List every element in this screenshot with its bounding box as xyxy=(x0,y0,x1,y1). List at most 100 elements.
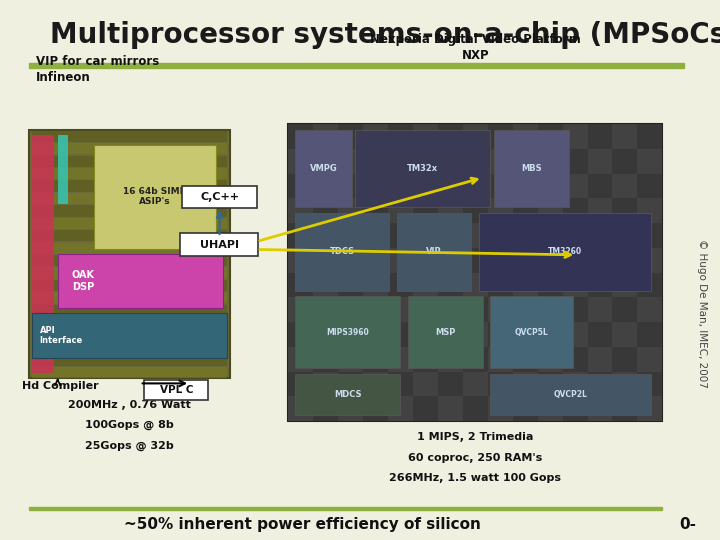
Bar xyxy=(613,124,637,149)
Bar xyxy=(637,396,662,421)
Bar xyxy=(637,248,662,273)
Text: VPL C: VPL C xyxy=(160,384,193,395)
Bar xyxy=(288,347,313,372)
Bar xyxy=(363,322,388,347)
Bar xyxy=(588,174,613,198)
FancyBboxPatch shape xyxy=(144,380,208,400)
Bar xyxy=(438,223,463,248)
Bar xyxy=(538,396,562,421)
Bar xyxy=(32,367,227,378)
Bar xyxy=(513,149,538,174)
Bar xyxy=(487,347,513,372)
Bar xyxy=(562,273,588,298)
Bar xyxy=(438,396,463,421)
Bar xyxy=(388,396,413,421)
Bar xyxy=(363,298,388,322)
Bar xyxy=(487,124,513,149)
Bar xyxy=(338,396,363,421)
Bar xyxy=(413,174,438,198)
Bar xyxy=(29,63,684,68)
Bar xyxy=(513,223,538,248)
Bar xyxy=(388,322,413,347)
Text: VMPG: VMPG xyxy=(310,164,338,173)
Bar xyxy=(487,174,513,198)
Bar xyxy=(637,124,662,149)
Text: 16 64b SIMD
ASIP's: 16 64b SIMD ASIP's xyxy=(122,187,187,206)
Text: 200MHz , 0.76 Watt: 200MHz , 0.76 Watt xyxy=(68,400,191,410)
Bar xyxy=(32,280,227,291)
Bar xyxy=(29,507,662,510)
Bar xyxy=(388,223,413,248)
Bar xyxy=(413,322,438,347)
Bar xyxy=(94,145,216,249)
Bar xyxy=(388,372,413,396)
Bar xyxy=(338,223,363,248)
Bar xyxy=(338,198,363,223)
Bar xyxy=(588,396,613,421)
Bar xyxy=(463,347,487,372)
Bar xyxy=(490,374,651,415)
Bar xyxy=(288,322,313,347)
Bar xyxy=(338,174,363,198)
Text: Hd Compiler: Hd Compiler xyxy=(22,381,98,391)
Bar xyxy=(538,124,562,149)
Text: MDCS: MDCS xyxy=(334,390,361,399)
Bar xyxy=(32,354,227,366)
Bar xyxy=(463,372,487,396)
Bar xyxy=(513,273,538,298)
Bar xyxy=(613,396,637,421)
Text: API
Interface: API Interface xyxy=(40,326,83,346)
Bar xyxy=(513,198,538,223)
Bar xyxy=(562,198,588,223)
Bar xyxy=(487,273,513,298)
Bar xyxy=(562,124,588,149)
Text: 60 coproc, 250 RAM's: 60 coproc, 250 RAM's xyxy=(408,453,542,463)
Text: TDCS: TDCS xyxy=(330,247,355,256)
Bar xyxy=(388,124,413,149)
Bar xyxy=(588,347,613,372)
Bar xyxy=(438,149,463,174)
Bar xyxy=(588,298,613,322)
Bar xyxy=(438,372,463,396)
Bar xyxy=(32,329,227,341)
Bar xyxy=(32,135,54,373)
Bar xyxy=(388,347,413,372)
Bar xyxy=(288,198,313,223)
Bar xyxy=(32,317,227,328)
Text: MBS: MBS xyxy=(521,164,541,173)
Bar xyxy=(463,273,487,298)
Bar xyxy=(413,149,438,174)
Bar xyxy=(588,273,613,298)
Text: VIP for car mirrors
Infineon: VIP for car mirrors Infineon xyxy=(36,55,159,84)
Bar xyxy=(588,322,613,347)
Bar xyxy=(438,298,463,322)
Bar xyxy=(313,198,338,223)
Bar xyxy=(388,298,413,322)
Bar xyxy=(29,130,230,378)
Text: 1 MIPS, 2 Trimedia: 1 MIPS, 2 Trimedia xyxy=(417,432,534,442)
Bar xyxy=(338,149,363,174)
Bar xyxy=(363,372,388,396)
Bar xyxy=(413,248,438,273)
Bar xyxy=(32,230,227,241)
Bar xyxy=(562,248,588,273)
Bar xyxy=(295,374,400,415)
Bar xyxy=(388,149,413,174)
Bar xyxy=(538,347,562,372)
Bar xyxy=(288,124,662,421)
Bar xyxy=(463,248,487,273)
Bar xyxy=(438,273,463,298)
Bar xyxy=(388,174,413,198)
Bar xyxy=(637,298,662,322)
Bar xyxy=(487,322,513,347)
Bar xyxy=(513,248,538,273)
Bar xyxy=(487,298,513,322)
Bar xyxy=(288,396,313,421)
Bar xyxy=(562,298,588,322)
Bar xyxy=(463,198,487,223)
Bar xyxy=(338,248,363,273)
Bar xyxy=(58,134,68,204)
Bar xyxy=(288,149,313,174)
Text: TM32x: TM32x xyxy=(408,164,438,173)
Bar xyxy=(463,223,487,248)
